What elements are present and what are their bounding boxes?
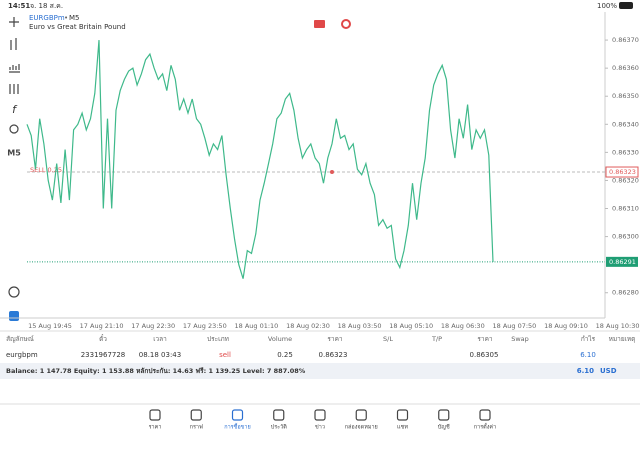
x-tick-label: 17 Aug 21:10 (80, 322, 124, 330)
column-header: T/P (431, 335, 442, 343)
tab-label[interactable]: การซื้อขาย (224, 423, 250, 431)
y-tick-label: 0.86350 (612, 92, 639, 100)
toolbar: f M5 (7, 17, 21, 321)
tab-icon[interactable] (479, 409, 491, 421)
cell-type[interactable]: sell (219, 351, 231, 359)
tab-label[interactable]: ประวัติ (271, 424, 287, 431)
column-header: สัญลักษณ์ (6, 335, 34, 343)
cell-time[interactable]: 08.18 03:43 (139, 351, 181, 359)
x-tick-label: 18 Aug 01:10 (234, 322, 278, 330)
chart-subtitle: Euro vs Great Britain Pound (29, 23, 126, 31)
function-tool[interactable]: f (12, 103, 18, 116)
y-tick-label: 0.86320 (612, 176, 639, 184)
candles-tool[interactable] (10, 38, 17, 50)
status-time: 14:51 (8, 2, 30, 10)
x-tick-label: 15 Aug 19:45 (28, 322, 72, 330)
x-tick-label: 18 Aug 03:50 (338, 322, 382, 330)
tab-icon[interactable] (190, 409, 202, 421)
bid-badge (606, 256, 638, 267)
y-tick-label: 0.86340 (612, 120, 639, 128)
positions-table: สัญลักษณ์ ตั๋ว เวลา ประเภท Volume ราคา S/L T/P ร… (6, 334, 635, 359)
tab-icon[interactable] (396, 409, 409, 421)
column-header: เวลา (153, 335, 167, 343)
app-icon[interactable] (9, 311, 19, 321)
y-tick-label: 0.86370 (612, 36, 639, 44)
balance-text: Balance: 1 147.78 Equity: 1 153.88 หลักป… (6, 367, 306, 375)
tab-icon[interactable] (314, 409, 326, 421)
battery-icon (619, 2, 633, 9)
cell-profit[interactable]: 6.10 (580, 351, 596, 359)
x-tick-label: 18 Aug 02:30 (286, 322, 330, 330)
column-header: หมายเหตุ (609, 335, 636, 343)
x-tick-label: 17 Aug 23:50 (183, 322, 227, 330)
tab-label[interactable]: แชท (397, 424, 408, 431)
y-tick-label: 0.86280 (612, 289, 639, 297)
trade-marker (330, 170, 334, 175)
tab-icon[interactable] (438, 409, 450, 421)
x-tick-label: 18 Aug 05:10 (389, 322, 433, 330)
cell-open-price[interactable]: 0.86323 (319, 351, 348, 359)
order-price: 0.86323 (609, 168, 636, 176)
column-header: กำไร (581, 335, 596, 343)
indicators-tool[interactable] (9, 64, 20, 73)
column-header: ราคา (327, 335, 342, 343)
order-price-badge (605, 166, 639, 178)
chart-timeframe: M5 (69, 14, 80, 22)
x-tick-label: 18 Aug 06:30 (441, 322, 485, 330)
total-profit: 6.10 (577, 367, 594, 375)
tab-icon[interactable] (355, 409, 367, 421)
objects-tool[interactable] (9, 124, 19, 134)
cell-symbol[interactable]: eurgbpm (6, 351, 38, 359)
tab-label[interactable]: ข่าว (315, 425, 325, 431)
y-tick-label: 0.86310 (612, 205, 639, 213)
column-header: ราคา (477, 335, 492, 343)
bid-price: 0.86291 (609, 258, 636, 266)
column-header: Swap (511, 335, 529, 343)
flag-icon (314, 20, 325, 28)
y-tick-label: 0.86330 (612, 148, 639, 156)
x-tick-label: 18 Aug 07:50 (492, 322, 536, 330)
cell-volume[interactable]: 0.25 (277, 351, 293, 359)
balance-bar (0, 363, 640, 379)
tab-icon[interactable] (273, 409, 285, 421)
column-header: S/L (383, 335, 393, 343)
tab-label[interactable]: บัญชี (438, 424, 450, 431)
trend-tool[interactable] (8, 286, 20, 298)
crosshair-tool[interactable] (9, 17, 19, 27)
y-tick-label: 0.86300 (612, 233, 639, 241)
tab-label[interactable]: การตั้งค่า (474, 423, 496, 431)
tab-label[interactable]: กราฟ (190, 424, 203, 431)
column-header: ประเภท (207, 335, 229, 343)
x-tick-label: 17 Aug 22:30 (131, 322, 175, 330)
currency: USD (600, 367, 617, 375)
tab-bar: ราคา กราฟ การซื้อขาย ประวัติ ข่าว กล่องจดหมาย… (149, 409, 496, 431)
column-header: Volume (268, 335, 292, 343)
flag-icon (341, 19, 351, 29)
chart-symbol: EURGBPm (29, 14, 65, 22)
separator: • (64, 14, 68, 22)
y-tick-label: 0.86360 (612, 64, 639, 72)
timeframe-button[interactable]: M5 (7, 149, 21, 158)
cell-price[interactable]: 0.86305 (470, 351, 499, 359)
tab-icon[interactable] (231, 409, 244, 421)
x-tick-label: 18 Aug 09:10 (544, 322, 588, 330)
status-date: จ. 18 ส.ค. (30, 2, 63, 10)
tab-icon[interactable] (149, 409, 161, 421)
price-line (26, 40, 494, 279)
chart: 0.86280 0.86300 0.86310 0.86320 0.86330 0.863… (26, 36, 640, 330)
settings-tool[interactable] (9, 84, 19, 94)
column-header: ตั๋ว (99, 334, 107, 343)
status-battery: 100% (597, 2, 617, 10)
order-label: SELL 0.25 (30, 166, 62, 174)
x-tick-label: 18 Aug 10:30 (596, 322, 640, 330)
tab-label[interactable]: กล่องจดหมาย (345, 425, 378, 431)
cell-ticket[interactable]: 2331967728 (81, 351, 126, 359)
tab-label[interactable]: ราคา (149, 425, 162, 431)
